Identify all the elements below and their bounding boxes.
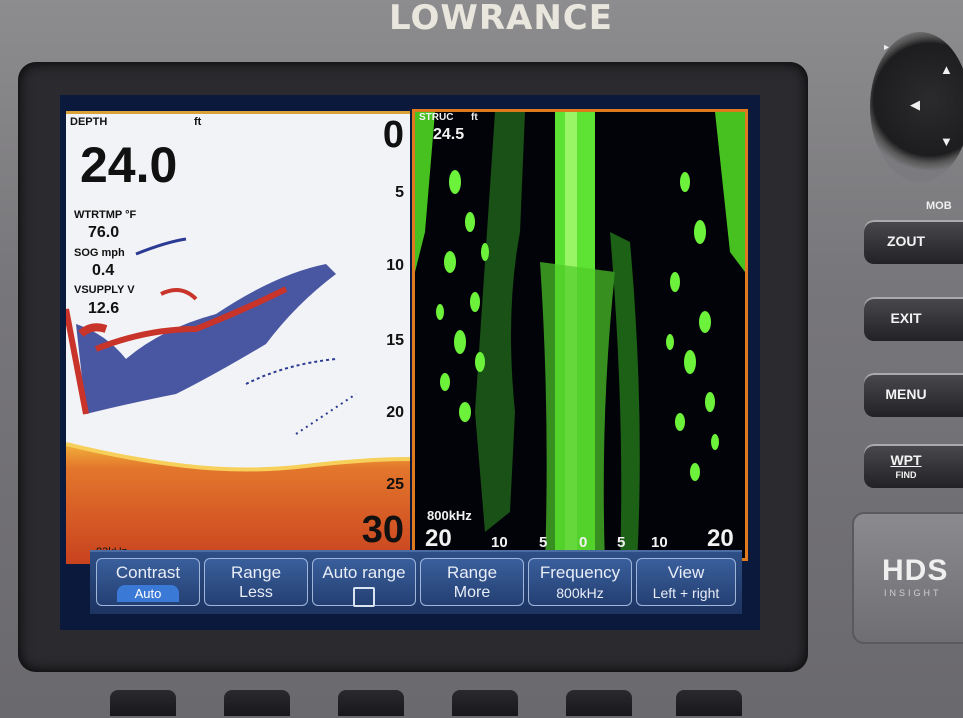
structure-depth: 24.5 (433, 126, 465, 143)
frequency-value: 800kHz (556, 585, 604, 601)
structure-scan-graphic (415, 112, 745, 558)
model-badge: HDS INSIGHT (852, 512, 963, 644)
voltage-label: VSUPPLY V (74, 284, 135, 296)
structure-title: STRUC (419, 112, 454, 123)
voltage-value: 12.6 (88, 300, 120, 317)
range-right: 20 (707, 525, 734, 552)
auto-range-label: Auto range (322, 563, 406, 582)
auto-range-checkbox[interactable] (353, 587, 375, 607)
range-more-softkey[interactable]: Range More (420, 558, 524, 606)
view-value: Left + right (652, 585, 720, 601)
exit-button[interactable]: EXIT (864, 297, 963, 341)
bottom-softkey-6[interactable] (676, 690, 742, 716)
mob-label: MOB (926, 200, 952, 212)
sonar-panel: DEPTH ft 24.0 WTRTMP °F 76.0 SOG mph 0.4… (66, 111, 410, 564)
contrast-softkey[interactable]: Contrast Auto (96, 558, 200, 606)
structure-unit: ft (471, 112, 478, 123)
bottom-softkey-4[interactable] (452, 690, 518, 716)
structure-scan-panel: STRUC ft 24.5 800kHz 20 10 5 0 5 10 20 (412, 109, 748, 561)
scale-25: 25 (386, 476, 404, 493)
waypoint-label: WPT (890, 452, 922, 468)
scale-5: 5 (395, 184, 404, 201)
sonar-bottom (66, 444, 410, 564)
arrow-down-icon[interactable]: ▼ (940, 134, 953, 149)
scale-left-10: 10 (491, 534, 508, 551)
scale-20: 20 (386, 404, 404, 421)
speed-label: SOG mph (74, 247, 125, 259)
scale-center-0: 0 (579, 534, 588, 551)
bottom-softkey-3[interactable] (338, 690, 404, 716)
softkey-bar: Contrast Auto Range Less Auto range Rang… (90, 550, 742, 614)
bottom-softkey-2[interactable] (224, 690, 290, 716)
arrow-up-icon[interactable]: ▲ (940, 62, 953, 77)
scale-10: 10 (386, 257, 404, 274)
waypoint-button[interactable]: WPT FIND (864, 444, 963, 488)
scale-15: 15 (386, 332, 404, 349)
arrow-upleft-icon: ▸ (884, 42, 890, 53)
range-more-value: More (453, 584, 491, 601)
bottom-softkey-5[interactable] (566, 690, 632, 716)
brand-logo: LOWRANCE (389, 0, 613, 38)
structure-frequency: 800kHz (427, 508, 472, 523)
contrast-label: Contrast (115, 563, 181, 582)
exit-label: EXIT (890, 310, 922, 326)
scale-left-5: 5 (539, 534, 548, 551)
contrast-auto-value: Auto (116, 585, 180, 602)
menu-button[interactable]: MENU (864, 373, 963, 417)
sonar-echo-graphic (66, 237, 410, 564)
direction-pad[interactable]: ▲ ◀ ▼ ▸ (870, 32, 963, 182)
scale-30: 30 (361, 509, 404, 551)
depth-title: DEPTH (70, 116, 108, 128)
arrow-left-icon[interactable]: ◀ (910, 97, 920, 112)
zoom-out-label: ZOUT (886, 233, 926, 249)
frequency-label: Frequency (539, 563, 621, 582)
view-label: View (667, 563, 705, 582)
scale-right-10: 10 (651, 534, 668, 551)
range-less-label: Range (230, 563, 282, 582)
zoom-out-button[interactable]: ZOUT (864, 220, 963, 264)
menu-label: MENU (885, 386, 927, 402)
model-sub-logo: INSIGHT (884, 588, 942, 598)
range-less-softkey[interactable]: Range Less (204, 558, 308, 606)
frequency-softkey[interactable]: Frequency 800kHz (528, 558, 632, 606)
range-more-label: Range (446, 563, 498, 582)
range-left: 20 (425, 525, 452, 552)
scale-0: 0 (382, 114, 404, 156)
auto-range-softkey[interactable]: Auto range (312, 558, 416, 607)
depth-value: 24.0 (80, 137, 178, 193)
depth-unit: ft (194, 116, 202, 128)
waypoint-sub-label: FIND (895, 470, 917, 480)
model-logo: HDS (882, 554, 949, 587)
speed-value: 0.4 (92, 262, 115, 279)
range-less-value: Less (239, 584, 273, 601)
view-softkey[interactable]: View Left + right (636, 558, 736, 606)
water-temp-value: 76.0 (88, 224, 120, 241)
water-temp-label: WTRTMP °F (74, 209, 137, 221)
display-screen: DEPTH ft 24.0 WTRTMP °F 76.0 SOG mph 0.4… (60, 95, 760, 630)
bottom-softkey-1[interactable] (110, 690, 176, 716)
scale-right-5: 5 (617, 534, 626, 551)
